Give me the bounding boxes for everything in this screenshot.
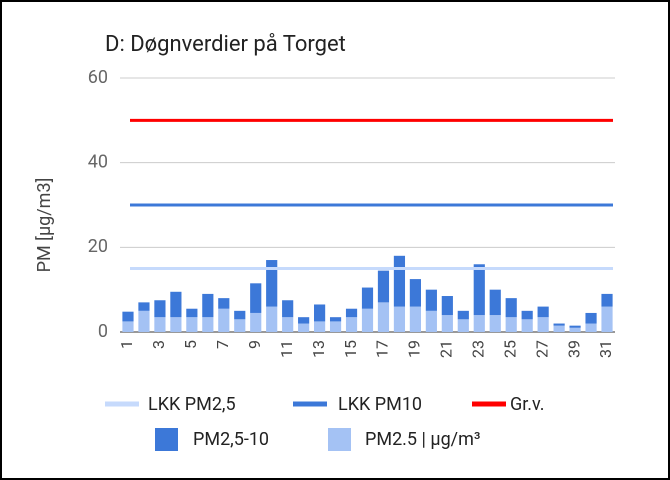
bar-segment — [361, 308, 374, 332]
bar-segment — [473, 315, 485, 332]
bar-segment — [361, 287, 374, 309]
bar-segment — [298, 317, 310, 324]
x-tick-label: 15 — [341, 340, 360, 358]
bar-segment — [314, 321, 326, 332]
legend-label: LKK PM10 — [338, 394, 422, 415]
bar-segment — [505, 317, 517, 332]
bar-segment — [489, 315, 501, 332]
y-tick-label: 40 — [88, 151, 108, 172]
bar-segment — [202, 317, 214, 332]
bar-segment — [537, 317, 549, 332]
x-tick-label: 1 — [117, 340, 136, 349]
x-tick-label: 9 — [245, 340, 264, 349]
bar-segment — [154, 300, 166, 318]
legend-label: LKK PM2,5 — [148, 394, 236, 415]
bar-segment — [138, 302, 150, 311]
y-tick-label: 20 — [88, 236, 108, 257]
bar-segment — [537, 306, 549, 318]
legend-label: Gr.v. — [510, 394, 545, 415]
bar-segment — [282, 300, 294, 318]
x-tick-label: 5 — [181, 340, 200, 349]
bar-segment — [170, 317, 182, 332]
bar-segment — [441, 296, 453, 316]
bar-segment — [585, 312, 597, 324]
legend-swatch — [328, 428, 351, 451]
bar-segment — [393, 255, 406, 307]
bar-segment — [234, 310, 246, 320]
bar-segment — [425, 310, 437, 332]
bar-segment — [250, 283, 262, 313]
bar-segment — [553, 323, 565, 326]
x-tick-label: 39 — [564, 340, 583, 358]
x-tick-label: 25 — [500, 340, 519, 358]
bar-segment — [186, 317, 198, 332]
bar-segment — [234, 319, 246, 332]
bar-segment — [473, 264, 485, 316]
x-tick-label: 17 — [373, 340, 392, 358]
bar-segment — [202, 293, 214, 318]
bar-segment — [122, 311, 134, 322]
y-tick-label: 0 — [98, 321, 108, 342]
bar-segment — [441, 315, 453, 332]
bar-segment — [266, 306, 278, 332]
bar-segment — [601, 306, 613, 332]
bar-segment — [393, 306, 406, 332]
bar-segment — [122, 321, 134, 332]
bar-segment — [489, 289, 501, 316]
bar-segment — [298, 323, 310, 332]
legend-label: PM2,5-10 — [193, 429, 269, 450]
bar-segment — [457, 310, 469, 320]
bar-segment — [218, 298, 230, 309]
bar-segment — [329, 317, 342, 322]
legend-label: PM2.5 | µg/m³ — [365, 429, 481, 450]
y-axis-label: PM [µg/m3] — [34, 178, 55, 273]
bar-segment — [409, 279, 421, 307]
bar-segment — [505, 298, 517, 318]
x-tick-label: 19 — [405, 340, 424, 358]
y-tick-label: 60 — [88, 67, 108, 88]
x-tick-label: 27 — [532, 340, 551, 358]
bar-segment — [457, 319, 469, 332]
bar-segment — [170, 291, 182, 318]
bar-segment — [266, 260, 278, 307]
x-tick-label: 11 — [277, 340, 296, 358]
bar-segment — [345, 308, 358, 318]
bar-segment — [569, 327, 581, 332]
x-tick-label: 31 — [596, 340, 615, 358]
bar-segment — [425, 289, 437, 311]
bar-segment — [329, 321, 342, 332]
bar-segment — [282, 317, 294, 332]
bar-segment — [585, 323, 597, 332]
bar-segment — [521, 319, 533, 332]
legend-swatch — [155, 428, 178, 451]
bar-segment — [377, 270, 390, 303]
x-tick-label: 23 — [468, 340, 487, 358]
bar-segment — [521, 310, 533, 320]
bar-segment — [186, 308, 198, 318]
bar-segment — [250, 312, 262, 332]
bar-segment — [138, 310, 150, 332]
bar-segment — [377, 302, 390, 332]
chart-title: D: Døgnverdier på Torget — [105, 32, 346, 57]
bar-segment — [553, 325, 565, 332]
bar-segment — [345, 317, 358, 332]
bar-segment — [314, 304, 326, 322]
bar-segment — [569, 325, 581, 328]
bar-segment — [601, 293, 613, 307]
x-tick-label: 7 — [213, 340, 232, 349]
bar-segment — [409, 306, 421, 332]
x-tick-label: 21 — [437, 340, 456, 358]
bar-segment — [154, 317, 166, 332]
bar-segment — [218, 308, 230, 332]
x-tick-label: 13 — [309, 340, 328, 358]
x-tick-label: 3 — [149, 340, 168, 349]
